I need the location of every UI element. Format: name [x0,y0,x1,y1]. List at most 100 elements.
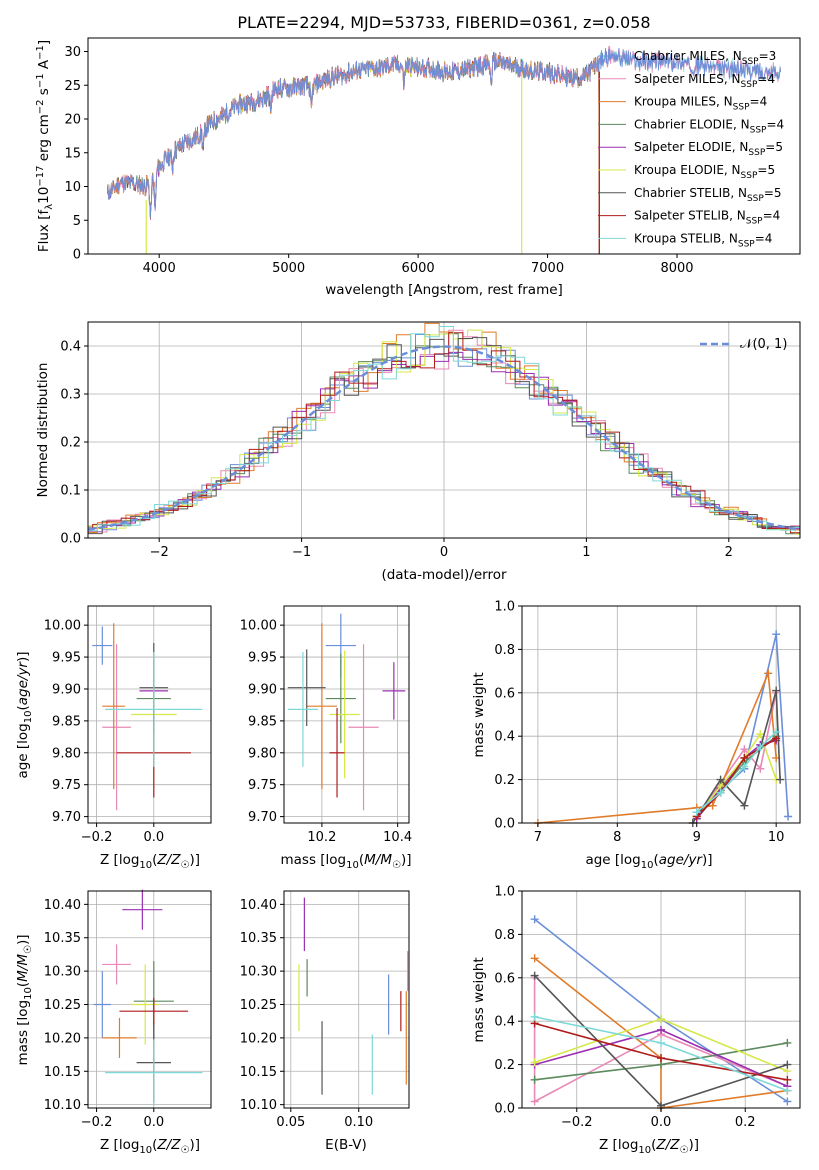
residual-xlabel: (data-model)/error [381,567,507,583]
weight-age-frame [521,605,801,824]
weight-age-marker-kroupa-elodie [756,730,765,739]
spectrum-panel: PLATE=2294, MJD=53733, FIBERID=0361, z=0… [35,13,801,298]
weight-age-marker-salpeter-stelib [740,753,749,762]
weight-age-marker-chabrier-stelib [776,775,785,784]
residual-histogram-salpeter-stelib [88,332,801,534]
mass-weight-vs-metallicity-panel: −0.2 0.0 0.2 0.0 0.2 0.4 0.6 0.8 1.0 [494,885,801,1130]
age-mass-ytick-label: 10.00 [240,619,277,634]
legend-label-chabrier-stelib: Chabrier STELIB, NSSP=5 [634,186,782,204]
weight-z-ytick-label: 0.6 [494,971,515,986]
gaussian-reference-curve [87,345,801,531]
spectrum-line-chabrier-miles [107,47,781,218]
age-z-ytick-label: 9.85 [52,714,81,729]
age-z-ytick-label: 9.90 [52,682,81,697]
legend-label-kroupa-miles: Kroupa MILES, NSSP=4 [634,95,767,113]
age-z-xtick-label: 0.0 [143,830,164,845]
weight-age-marker-kroupa-miles [708,801,717,810]
spectrum-ytick-label: 25 [64,79,81,94]
weight-z-marker-chabrier-miles [530,915,539,924]
weight-age-ytick-label: 1.0 [494,600,515,615]
weight-z-xtick-label: 0.2 [735,1115,756,1130]
weight-z-ytick-label: 0.8 [494,928,515,943]
residual-plot-area [87,322,801,538]
mass-ebv-ytick-label: 10.10 [240,1098,277,1113]
age-z-ytick-label: 9.75 [52,778,81,793]
mass-vs-extinction-panel: 0.05 0.10 10.10 10.15 10.20 10.25 10.30 10.35 10… [240,890,410,1130]
spectrum-ytick-label: 10 [64,180,81,195]
weight-z-ytick-label: 1.0 [494,885,515,900]
weight-z-marker-salpeter-miles [530,1097,539,1106]
weight-age-marker-salpeter-miles [740,745,749,754]
weight-z-marker-chabrier-stelib [783,1060,792,1069]
residual-ticks: −2 −1 0 1 2 0.0 0.1 0.2 0.3 0.4 [60,340,733,561]
mass-z-point-salpeter-stelib [119,997,189,1025]
residual-xtick-label: 1 [582,545,590,560]
weight-z-marker-chabrier-stelib [530,971,539,980]
weight-age-marker-kroupa-stelib [756,743,765,752]
weight-z-marker-chabrier-miles [783,1097,792,1106]
mass-z-point-kroupa-miles [102,1017,137,1058]
mass-ebv-frame [283,890,410,1109]
weight-age-ytick-label: 0.6 [494,686,515,701]
weight-age-marker-kroupa-stelib [692,808,701,817]
weight-z-marker-kroupa-stelib [657,1038,665,1047]
z-xlabel-top: Z [log10(Z/Z☉)] [100,852,200,871]
weight-z-marker-salpeter-elodie [657,1025,665,1034]
weight-age-marker-chabrier-miles [772,630,781,639]
weight-z-marker-kroupa-elodie [657,1015,665,1024]
mass-ebv-ytick-label: 10.30 [240,965,277,980]
weight-z-ytick-label: 0.0 [494,1102,515,1117]
residual-legend: 𝒩(0, 1) [700,337,787,352]
weight-age-marker-salpeter-miles [756,764,765,773]
mass-vs-metallicity-panel: −0.2 0.0 10.10 10.15 10.20 10.25 10.30 10.35 10.… [44,889,212,1130]
age-z-point-kroupa-stelib [105,651,203,767]
mass-weight-ylabel-bottom: mass weight [471,957,487,1042]
residual-ytick-label: 0.3 [60,388,81,403]
weight-age-marker-kroupa-miles [764,669,773,678]
age-mass-ytick-label: 9.90 [248,682,277,697]
age-vs-metallicity-panel: −0.2 0.0 9.70 9.75 9.80 9.85 9.90 9.95 10.00 [44,605,212,845]
residual-histogram-chabrier-stelib [87,337,801,535]
mass-z-point-salpeter-miles [102,944,131,985]
spectrum-xtick-label: 5000 [272,261,305,276]
weight-z-marker-salpeter-stelib [783,1075,792,1084]
weight-age-ytick-label: 0.2 [494,773,515,788]
age-mass-point-kroupa-elodie [329,650,360,779]
weight-age-marker-chabrier-stelib [740,801,749,810]
weight-age-marker-chabrier-stelib [716,775,725,784]
age-z-frame [87,605,212,824]
residual-xtick-label: −2 [150,545,169,560]
age-mass-ytick-label: 9.85 [248,714,277,729]
weight-z-ytick-label: 0.2 [494,1058,515,1073]
age-z-ytick-label: 10.00 [44,619,81,634]
residual-histogram-kroupa-stelib [88,326,801,533]
age-z-ytick-label: 9.95 [52,651,81,666]
mass-z-ytick-label: 10.10 [44,1098,81,1113]
mass-z-ytick-label: 10.40 [44,898,81,913]
residual-ytick-label: 0.2 [60,436,81,451]
weight-age-marker-kroupa-stelib [716,788,725,797]
residual-ytick-label: 0.0 [60,532,81,547]
weight-z-marker-salpeter-stelib [657,1054,665,1063]
mass-z-ytick-label: 10.15 [44,1065,81,1080]
mass-weight-vs-age-panel: 7 8 9 10 0.0 0.2 0.4 0.6 0.8 1.0 [494,600,801,845]
weight-age-xtick-label: 10 [768,830,785,845]
mass-ebv-xtick-label: 0.05 [276,1115,305,1130]
weight-z-line-salpeter-miles [533,977,788,1103]
age-mass-point-salpeter-miles [348,644,379,811]
spectrum-legend: Chabrier MILES, NSSP=3 Salpeter MILES, NS… [598,49,784,249]
mass-z-xtick-label: −0.2 [81,1115,113,1130]
weight-z-ytick-label: 0.4 [494,1015,515,1030]
residual-xtick-label: 0 [440,545,448,560]
weight-age-marker-kroupa-stelib [740,762,749,771]
spectrum-title: PLATE=2294, MJD=53733, FIBERID=0361, z=0… [237,13,650,32]
age-z-point-kroupa-miles [102,623,126,790]
mass-ebv-ytick-label: 10.40 [240,898,277,913]
spectrum-ytick-label: 20 [64,113,81,128]
age-mass-ytick-label: 9.70 [248,810,277,825]
spectrum-ytick-label: 30 [64,45,81,60]
weight-age-marker-kroupa-stelib [772,727,781,736]
mass-z-frame [87,890,212,1109]
legend-label-salpeter-elodie: Salpeter ELODIE, NSSP=5 [634,140,783,158]
weight-age-ytick-label: 0.8 [494,643,515,658]
